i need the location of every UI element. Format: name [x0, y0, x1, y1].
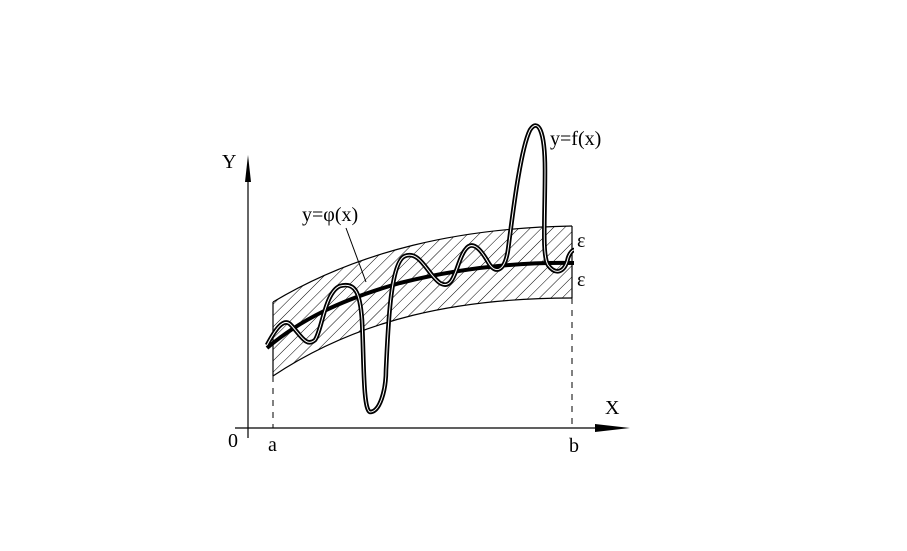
band-upper: [272, 225, 573, 303]
epsilon-lower-label: ε: [577, 269, 585, 291]
x-axis-label: X: [605, 397, 620, 419]
band-lower: [272, 297, 573, 377]
a-label: a: [268, 434, 277, 456]
y-axis-label: Y: [222, 151, 236, 173]
phi-leader: [345, 227, 367, 283]
origin-label: 0: [228, 430, 238, 452]
f-curve-inner: [266, 125, 575, 413]
epsilon-band: [273, 226, 572, 376]
f-curve-label: y=f(x): [550, 128, 601, 150]
b-label: b: [569, 435, 579, 457]
y-arrow: [245, 155, 251, 182]
x-arrow: [595, 424, 630, 432]
phi-curve-label: y=φ(x): [302, 204, 358, 226]
epsilon-upper-label: ε: [577, 230, 585, 252]
phi-curve: [265, 260, 575, 350]
